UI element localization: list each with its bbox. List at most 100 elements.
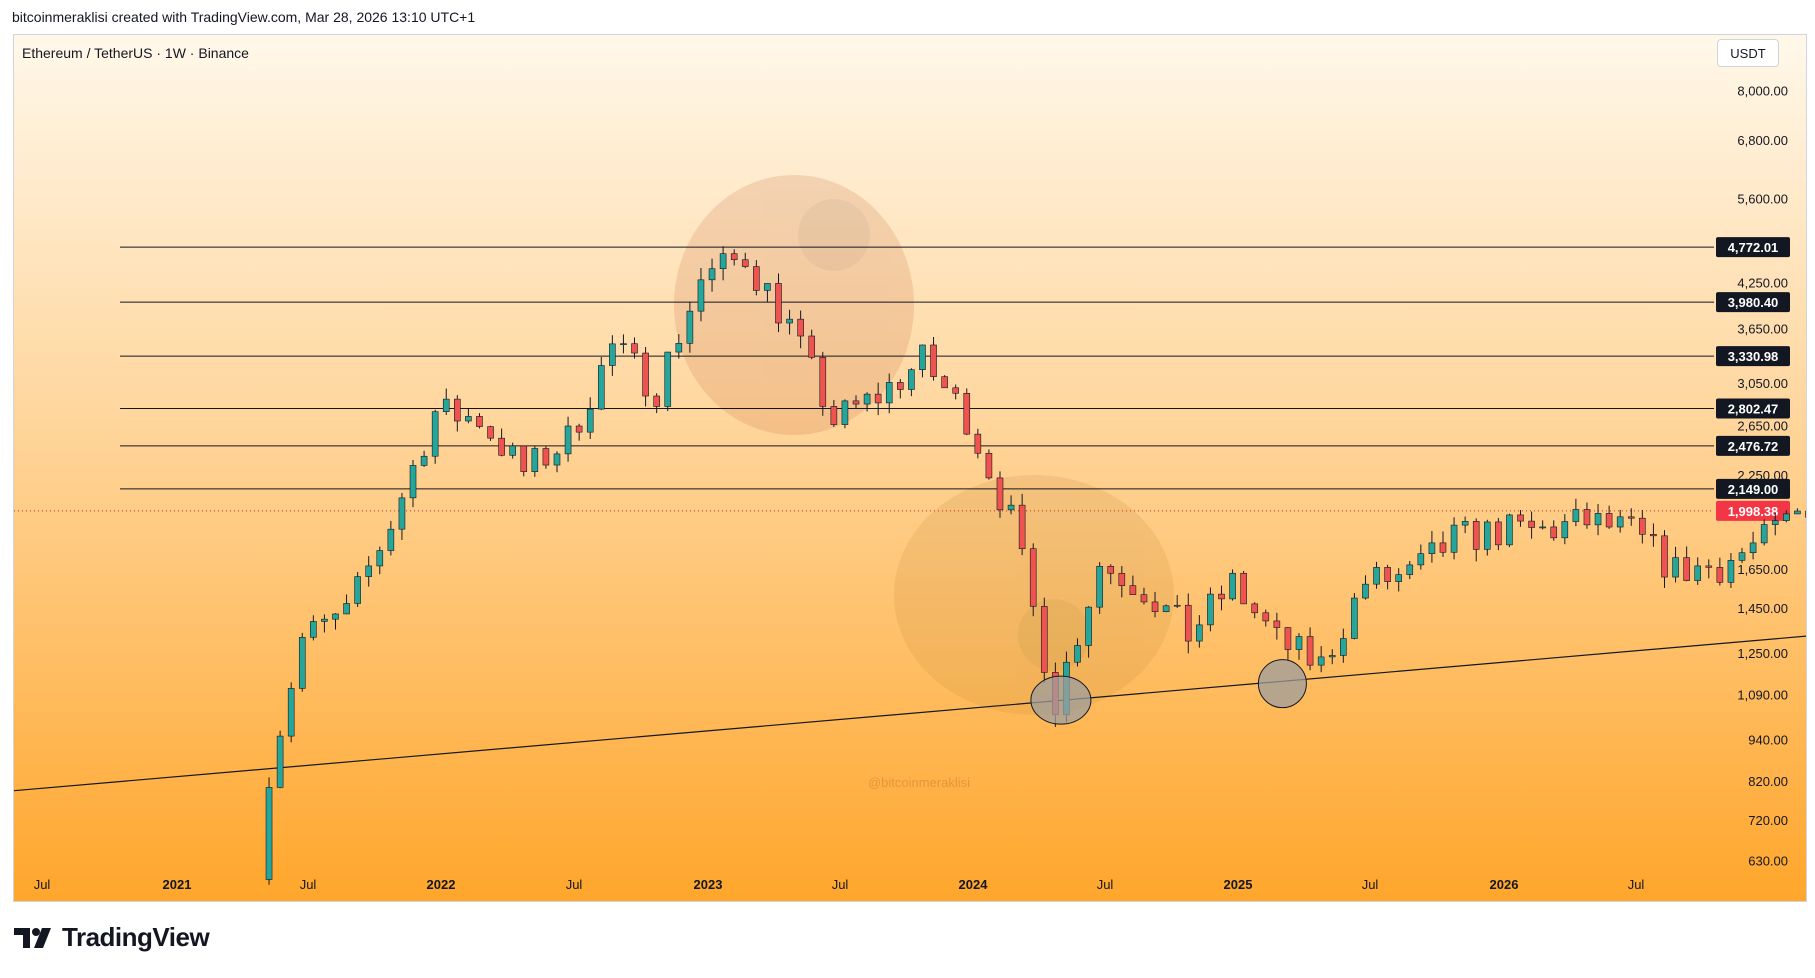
y-axis-tick-label: 820.00 [1748,774,1788,789]
candle-body [1594,513,1602,526]
candle-body [719,253,727,270]
candle-body [454,398,461,422]
candle-body [1173,604,1181,607]
candle-body [941,376,948,389]
price-level-label: 4,772.01 [1728,240,1779,255]
price-level-label: 3,980.40 [1728,295,1779,310]
candle-body [797,318,804,337]
price-level-label-box [1716,346,1790,367]
watermark-text: @bitcoinmeraklisi [868,775,970,790]
candle-body [476,416,483,427]
candle-body [343,603,350,615]
x-axis-tick-label: 2026 [1490,877,1519,892]
candle-body [664,351,672,407]
candle-body [431,411,439,457]
candle-body [498,437,505,456]
candle-body [1096,566,1103,608]
candle-body [1007,504,1015,511]
candle-body [1738,552,1746,561]
candle-body [265,787,273,880]
candle-body [1472,521,1480,550]
support-trendline [14,635,1806,792]
currency-selector[interactable]: USDT [1717,39,1779,67]
candle-body [1716,567,1724,583]
price-chart[interactable]: 4,772.01 3,980.40 3,330.98 2,802.47 2,476.72… [14,35,1807,902]
candle-body [808,335,816,358]
x-axis-tick-label: Jul [1628,877,1645,892]
price-level-label: 2,149.00 [1728,482,1779,497]
x-axis-tick-label: Jul [832,877,849,892]
chart-author-header: bitcoinmeraklisi created with TradingVie… [12,9,476,25]
candle-body [1129,585,1137,596]
x-axis-tick-label: 2021 [163,877,192,892]
chart-frame[interactable]: 4,772.01 3,980.40 3,330.98 2,802.47 2,476.72… [13,34,1807,902]
candle-body [1650,534,1657,537]
candle-body [1262,612,1270,622]
candle-body [1373,567,1380,585]
candle-body [1627,516,1635,519]
candle-body [764,283,771,291]
candle-body [1528,520,1535,528]
y-axis-tick-label: 720.00 [1748,813,1788,828]
y-axis-tick-label: 6,800.00 [1737,133,1788,148]
symbol-title: Ethereum / TetherUS · 1W · Binance [22,45,249,61]
candle-body [1550,526,1558,539]
candle-body [509,445,516,456]
candle-body [952,387,959,394]
y-axis-tick-label: 3,050.00 [1737,376,1788,391]
candle-body [1672,557,1679,578]
candle-body [653,395,660,407]
candle-body [1517,514,1524,522]
tradingview-logo-text: TradingView [62,922,210,952]
candle-body [1683,557,1690,581]
candle-body [1184,604,1192,642]
candle-body [1306,636,1314,666]
candle-body [465,416,472,422]
candle-body [321,618,328,622]
candle-body [376,550,384,567]
last-price-label-box [1716,500,1790,521]
candle-body [730,253,738,261]
price-level-label-box [1716,435,1790,456]
y-axis-tick-label: 940.00 [1748,732,1788,747]
candle-body [708,268,716,281]
candle-body [1605,513,1613,528]
price-level-label-box [1716,292,1790,313]
candle-body [1428,542,1436,554]
candle-body [520,445,528,473]
candle-body [1240,572,1247,605]
candle-body [1771,520,1779,525]
candle-body [786,318,793,324]
candle-body [1572,509,1580,522]
candle-body [1727,560,1735,583]
price-level-label: 2,476.72 [1728,439,1779,454]
x-axis-tick-label: 2024 [959,877,989,892]
candle-body [1118,573,1126,586]
candle-body [830,406,838,425]
candle-body [1483,521,1491,550]
candle-body [1140,594,1148,603]
tradingview-logo[interactable]: TradingView [14,922,210,953]
y-axis-tick-label: 1,250.00 [1737,646,1788,661]
y-axis-tick-label: 2,250.00 [1737,468,1788,483]
candle-body [897,382,904,390]
candle-body [276,735,284,788]
candle-body [1749,542,1757,554]
candle-body [919,344,926,370]
candle-body [963,392,971,435]
candle-body [1661,535,1668,578]
candle-body [1783,513,1790,521]
candle-body [442,398,450,412]
y-axis-tick-label: 1,090.00 [1737,688,1788,703]
candle-body [1495,521,1502,546]
candle-body [1583,509,1591,526]
candle-body [310,621,317,638]
x-axis-tick-label: Jul [1097,877,1114,892]
candle-body [1450,524,1458,553]
chart-background [14,35,1806,901]
candle-body [287,688,295,737]
candle-body [1439,542,1447,553]
candle-body [985,452,993,479]
candle-body [420,455,428,466]
candle-body [298,637,306,689]
